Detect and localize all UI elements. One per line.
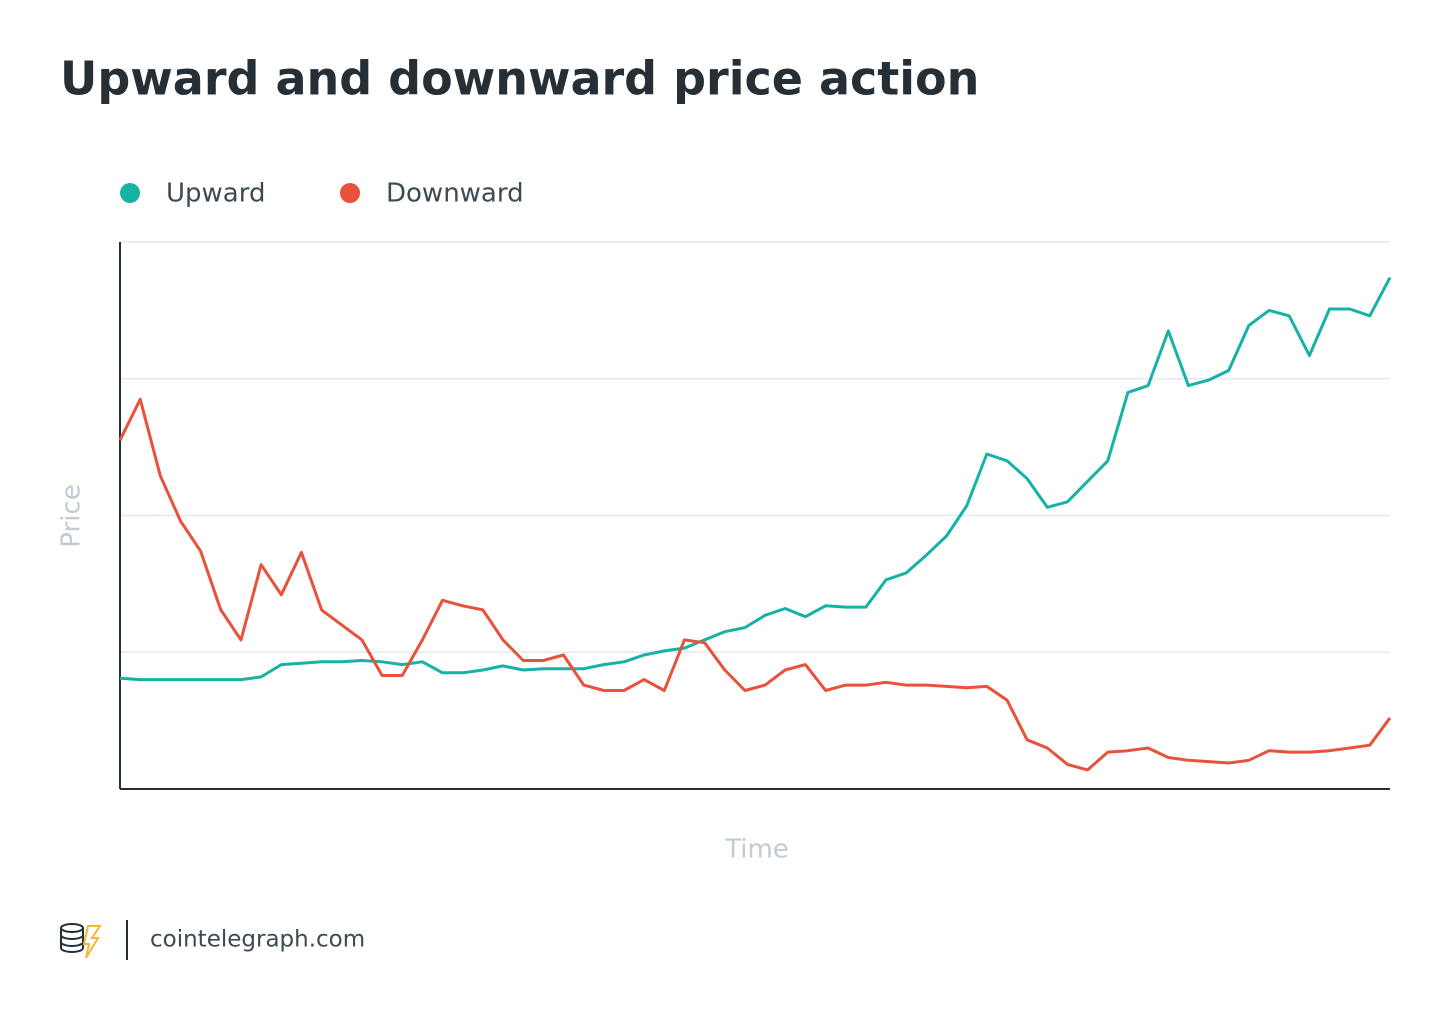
x-axis-label: Time (724, 835, 789, 865)
y-axis-label: Price (57, 484, 87, 547)
source: cointelegraph.com (150, 927, 365, 953)
legend-marker (340, 183, 360, 203)
legend-label: Upward (166, 179, 265, 209)
logo (60, 923, 102, 959)
line-1 (118, 397, 1392, 772)
legend-label: Downward (386, 179, 524, 209)
chart-title: Upward and downward price action (60, 52, 979, 106)
legend-marker (120, 183, 140, 203)
line-0 (119, 276, 1392, 682)
